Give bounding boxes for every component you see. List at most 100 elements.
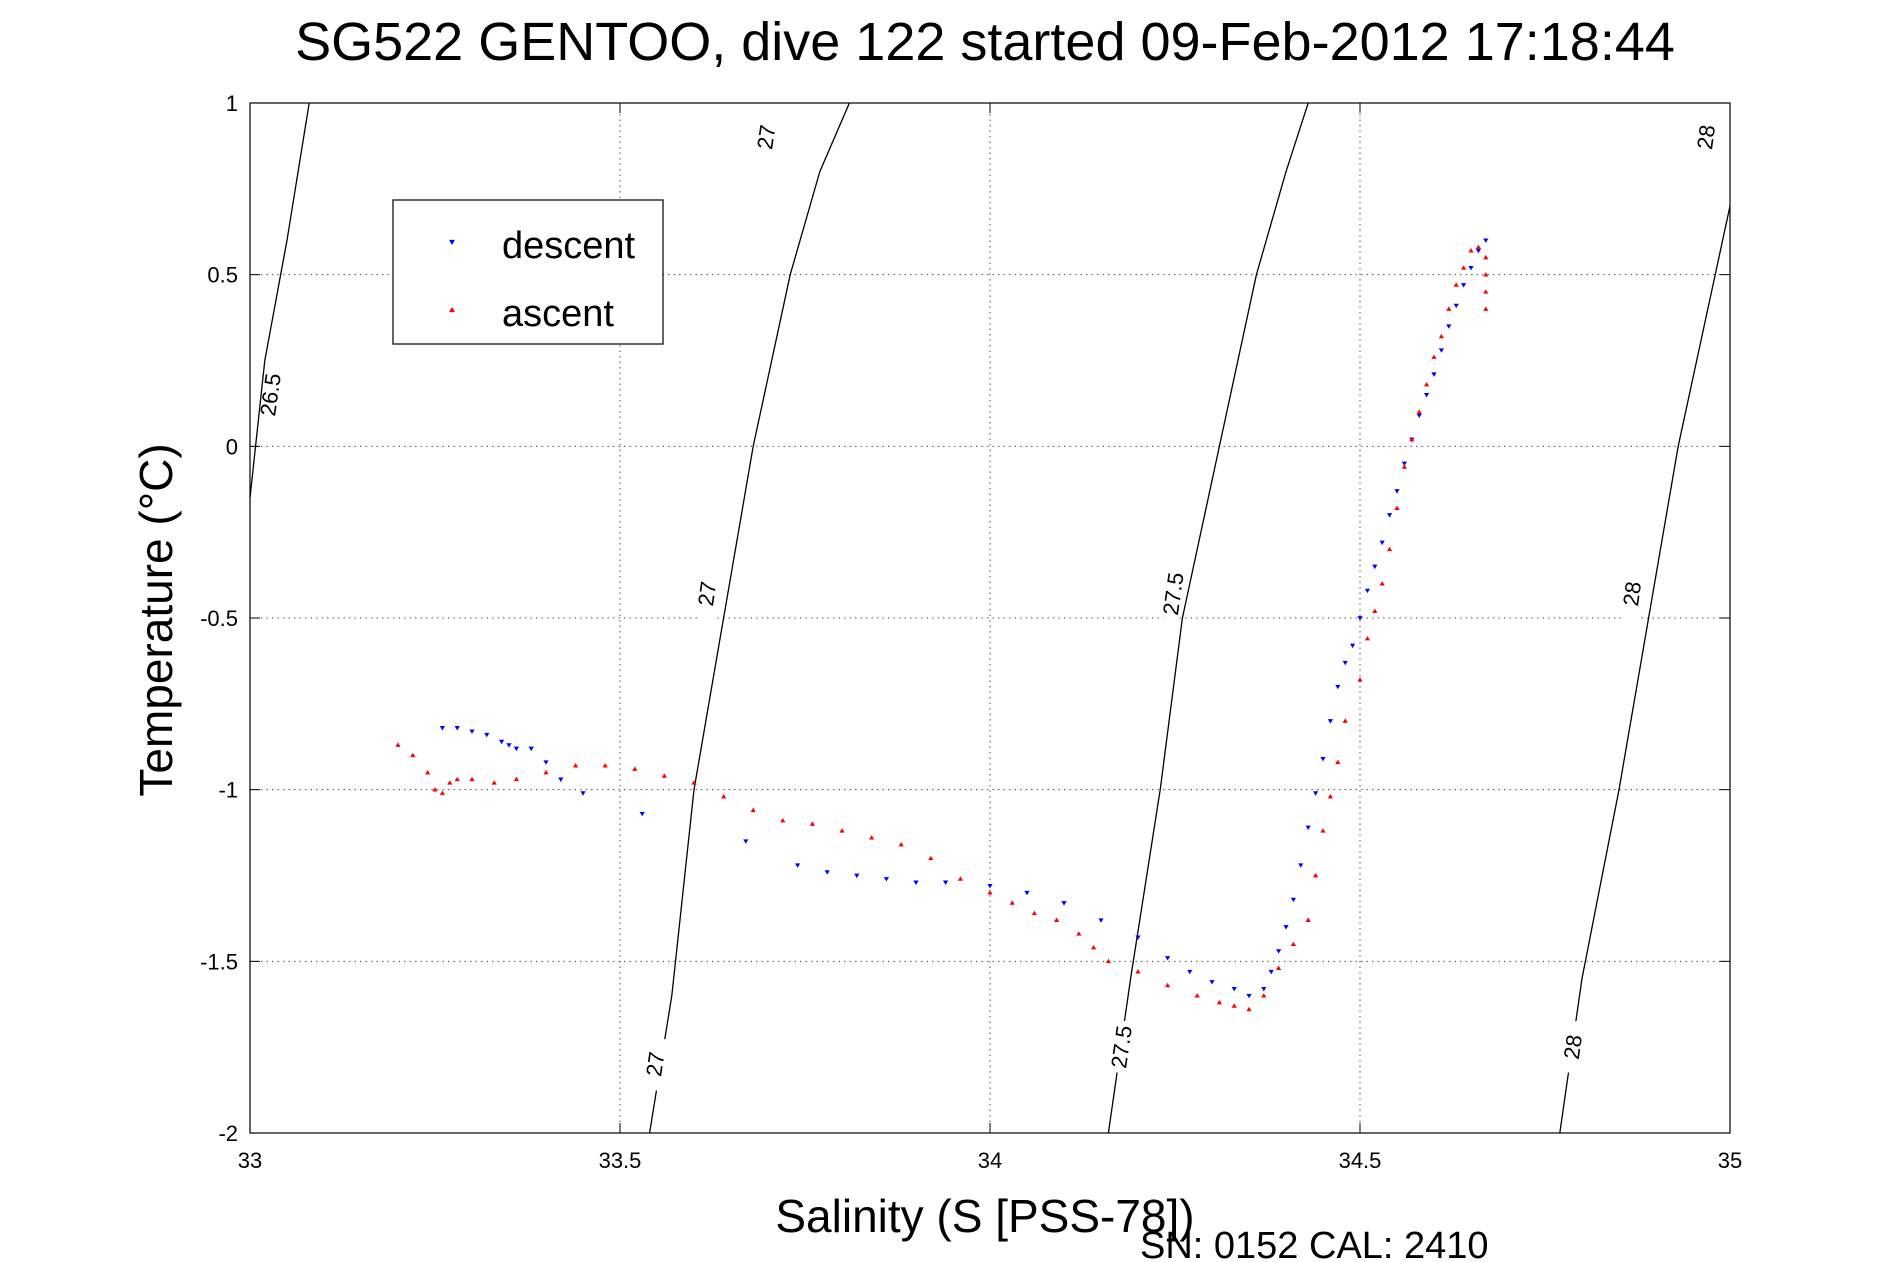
ascent-point (395, 742, 401, 747)
descent-point (1475, 248, 1481, 254)
ascent-point (425, 769, 431, 775)
ascent-point (1453, 282, 1459, 287)
y-tick-label-3: -0.5 (200, 606, 238, 631)
contour-label-gap-1-0 (645, 1037, 669, 1092)
descent-point (484, 732, 490, 738)
descent-point (1387, 513, 1393, 518)
ascent-point (1305, 917, 1311, 922)
ascent-point (454, 776, 460, 782)
ascent-point (1031, 910, 1037, 916)
descent-point (1283, 925, 1289, 930)
y-tick-label-0: -2 (218, 1121, 238, 1146)
descent-point (1261, 986, 1267, 992)
ascent-point (721, 793, 727, 799)
x-tick-label-3: 34.5 (1339, 1148, 1382, 1173)
ascent-point (1194, 993, 1200, 998)
descent-point (1401, 461, 1407, 467)
ascent-point (1105, 958, 1111, 964)
contour-line-26-5 (250, 103, 310, 498)
ascent-point (1438, 333, 1444, 339)
y-tick-label-6: 1 (226, 91, 238, 116)
descent-point (1290, 897, 1296, 903)
ascent-point (491, 780, 497, 785)
ascent-point (898, 842, 904, 847)
contour-label-27-5-1: 27.5 (1158, 571, 1189, 617)
ascent-point (439, 790, 445, 795)
ascent-point (691, 780, 697, 785)
contour-label-28-0: 28 (1559, 1033, 1587, 1061)
contour-label-28-1: 28 (1618, 580, 1646, 608)
descent-point (1165, 956, 1171, 961)
legend-box (392, 199, 664, 345)
ascent-point (469, 776, 475, 782)
ascent-point (1290, 941, 1296, 946)
ascent-point (1394, 505, 1400, 510)
ascent-point (410, 752, 416, 758)
descent-point (1061, 901, 1067, 906)
legend-label-descent: descent (502, 225, 636, 267)
x-tick-label-2: 34 (978, 1148, 1002, 1173)
ascent-point (987, 890, 993, 895)
ascent-point (1468, 248, 1474, 253)
contour-label-gap-3-1 (1622, 567, 1646, 621)
descent-point (1431, 372, 1437, 377)
descent-point (1461, 283, 1467, 288)
serial-calibration-footer: SN: 0152 CAL: 2410 (1140, 1225, 1489, 1262)
descent-point (1468, 265, 1474, 271)
descent-point (1209, 980, 1215, 985)
ascent-point (869, 835, 875, 840)
ascent-point (661, 773, 667, 778)
descent-point (469, 729, 475, 734)
ascent-point (1446, 306, 1452, 311)
descent-point (1335, 684, 1341, 690)
ascent-point (513, 776, 519, 782)
descent-point (1364, 588, 1370, 594)
ascent-point (1364, 636, 1370, 641)
ascent-point (780, 817, 786, 823)
ascent-point (1372, 608, 1378, 613)
y-tick-label-5: 0.5 (207, 263, 238, 288)
ascent-point (1246, 1006, 1252, 1012)
contour-label-27-1: 27 (693, 580, 721, 608)
contour-label-26-5-0: 26.5 (255, 372, 286, 418)
ascent-point (1387, 546, 1393, 552)
descent-point (1424, 393, 1430, 398)
ascent-point (543, 769, 549, 775)
ascent-point (1483, 254, 1489, 260)
descent-point (1187, 969, 1193, 975)
ascent-point (1320, 828, 1326, 833)
descent-point (1416, 413, 1422, 419)
descent-point (1320, 756, 1326, 762)
ascent-point (1475, 244, 1481, 250)
y-tick-label-4: 0 (226, 434, 238, 459)
legend: descent ascent (392, 199, 664, 345)
chart-title: SG522 GENTOO, dive 122 started 09-Feb-20… (295, 12, 1675, 72)
descent-point (1483, 238, 1489, 243)
descent-point (1268, 969, 1274, 975)
ascent-point (602, 763, 608, 768)
x-axis-label: Salinity (S [PSS-78]) (775, 1190, 1194, 1242)
ascent-point (1091, 945, 1097, 950)
ascent-point (809, 821, 815, 826)
contour-label-gap-3-0 (1563, 1020, 1587, 1075)
ascent-point (1165, 982, 1171, 988)
descent-point (1379, 540, 1385, 546)
descent-point (1305, 825, 1311, 831)
legend-label-ascent: ascent (502, 293, 614, 335)
ascent-point (1483, 272, 1489, 277)
contour-label-gap-2-1 (1163, 567, 1187, 621)
descent-point (943, 880, 949, 885)
ascent-point (1424, 381, 1430, 387)
descent-point (1298, 863, 1304, 868)
descent-point (528, 746, 534, 752)
descent-point (1438, 348, 1444, 353)
x-tick-label-4: 35 (1718, 1148, 1742, 1173)
contour-label-gap-3-2 (1696, 110, 1720, 165)
ascent-point (1342, 718, 1348, 723)
descent-point (883, 877, 889, 882)
descent-point (439, 726, 445, 731)
y-tick-label-2: -1 (218, 778, 238, 803)
series-ascent (395, 244, 1489, 1012)
